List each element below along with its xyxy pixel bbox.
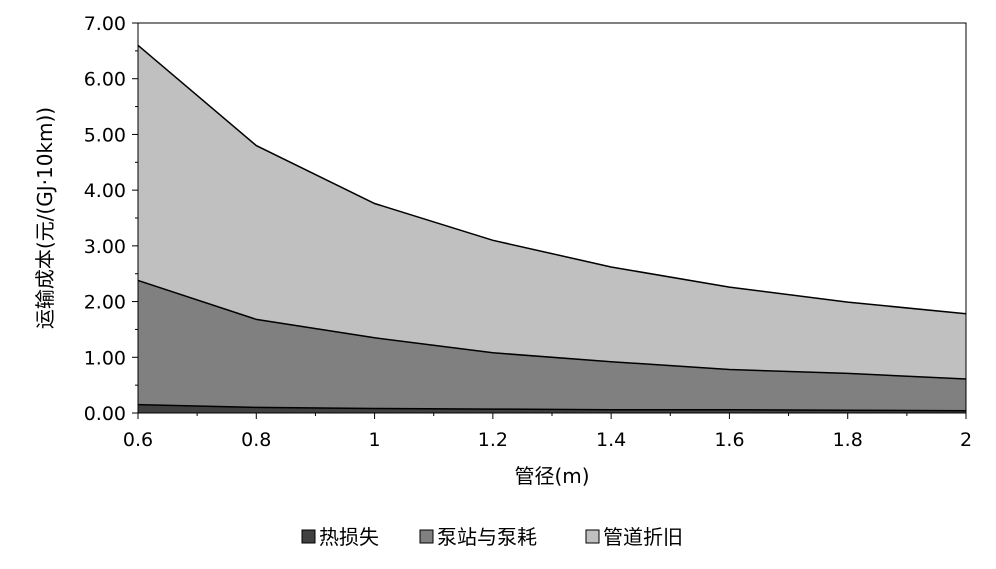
y-tick-label: 6.00 xyxy=(84,69,126,91)
area-series-3 xyxy=(138,45,966,380)
y-tick-label: 7.00 xyxy=(84,13,126,35)
x-tick-label: 1.4 xyxy=(596,429,626,451)
x-tick-label: 2 xyxy=(960,429,972,451)
legend-label: 泵站与泵耗 xyxy=(437,525,537,549)
x-axis: 0.6 0.8 1 1.2 1.4 1.6 1.8 2 xyxy=(123,413,972,451)
y-tick-label: 3.00 xyxy=(84,236,126,258)
y-axis: 0.00 1.00 2.00 3.00 4.00 5.00 6.00 7.00 xyxy=(84,13,138,425)
legend-swatch xyxy=(419,529,434,544)
x-axis-title: 管径(m) xyxy=(514,464,589,488)
legend-item-2: 泵站与泵耗 xyxy=(419,525,537,549)
x-tick-label: 0.6 xyxy=(123,429,153,451)
x-tick-label: 1.2 xyxy=(478,429,508,451)
legend: 热损失 泵站与泵耗 管道折旧 xyxy=(301,525,683,549)
area-series-1-top-line xyxy=(137,403,967,412)
x-tick-label: 1 xyxy=(369,429,381,451)
legend-item-1: 热损失 xyxy=(301,525,379,549)
series-outline-group xyxy=(137,44,967,412)
legend-label: 热损失 xyxy=(319,525,379,549)
y-tick-label: 1.00 xyxy=(84,347,126,369)
legend-item-3: 管道折旧 xyxy=(585,525,683,549)
area-series-2-top-line xyxy=(137,279,967,380)
y-tick-label: 5.00 xyxy=(84,124,126,146)
x-tick-label: 1.6 xyxy=(714,429,744,451)
y-tick-label: 0.00 xyxy=(84,403,126,425)
y-tick-label: 4.00 xyxy=(84,180,126,202)
area-series-3-top-line xyxy=(137,44,967,315)
legend-swatch xyxy=(585,529,600,544)
legend-label: 管道折旧 xyxy=(603,525,683,549)
legend-swatch xyxy=(301,529,316,544)
x-tick-label: 0.8 xyxy=(241,429,271,451)
area-series-2 xyxy=(138,280,966,411)
y-axis-title: 运输成本(元/(GJ·10km)) xyxy=(33,107,57,329)
x-tick-label: 1.8 xyxy=(833,429,863,451)
area-series-1 xyxy=(138,404,966,413)
y-tick-label: 2.00 xyxy=(84,292,126,314)
area-series-group xyxy=(138,45,966,413)
